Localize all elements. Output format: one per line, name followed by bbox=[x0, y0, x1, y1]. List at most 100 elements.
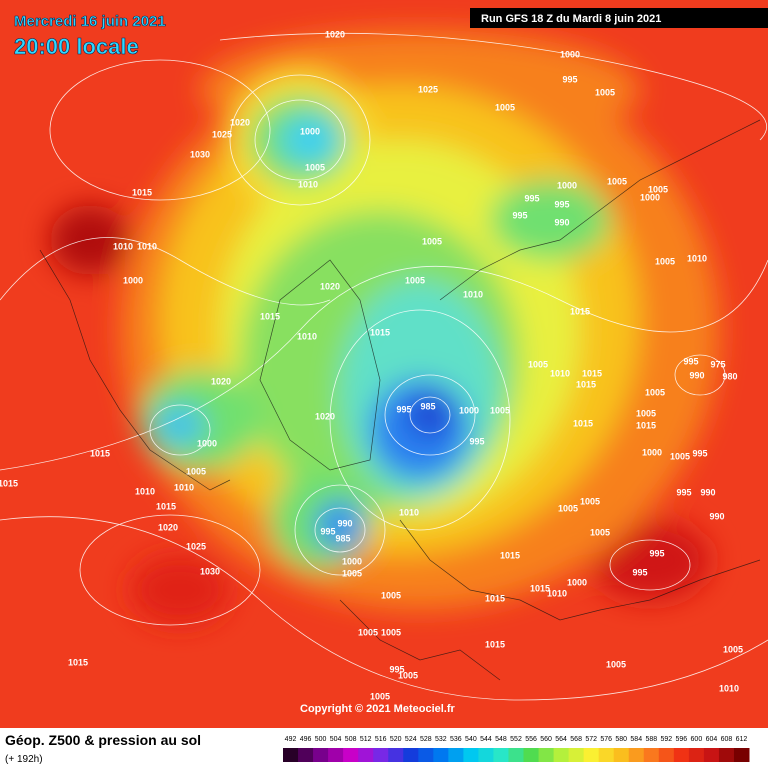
field bbox=[0, 0, 768, 728]
isobar-label: 1000 bbox=[459, 405, 479, 415]
isobar-label: 1015 bbox=[370, 327, 390, 337]
isobar-label: 1015 bbox=[156, 501, 176, 511]
isobar-label: 1005 bbox=[495, 102, 515, 112]
isobar-label: 995 bbox=[692, 448, 707, 458]
isobar-label: 1025 bbox=[418, 84, 438, 94]
isobar-label: 1005 bbox=[186, 466, 206, 476]
isobar-label: 990 bbox=[700, 487, 715, 497]
isobar-label: 1010 bbox=[719, 683, 739, 693]
isobar-label: 1020 bbox=[230, 117, 250, 127]
scale-cell bbox=[523, 748, 540, 762]
isobar-label: 1020 bbox=[315, 411, 335, 421]
isobar-label: 980 bbox=[722, 371, 737, 381]
isobar-label: 1015 bbox=[485, 639, 505, 649]
scale-cell bbox=[733, 748, 750, 762]
isobar-label: 1000 bbox=[640, 192, 660, 202]
scale-cell bbox=[583, 748, 600, 762]
scale-label: 492 bbox=[285, 736, 297, 743]
isobar-label: 990 bbox=[337, 518, 352, 528]
scale-label: 552 bbox=[510, 736, 522, 743]
isobar-label: 1000 bbox=[342, 556, 362, 566]
isobar-label: 1005 bbox=[606, 659, 626, 669]
scale-label: 588 bbox=[645, 736, 657, 743]
scale-label: 572 bbox=[585, 736, 597, 743]
isobar-label: 1005 bbox=[670, 451, 690, 461]
scale-cell bbox=[388, 748, 404, 762]
isobar-label: 1005 bbox=[580, 496, 600, 506]
isobar-label: 1015 bbox=[570, 306, 590, 316]
isobar-label: 1005 bbox=[607, 176, 627, 186]
scale-cell bbox=[688, 748, 705, 762]
isobar-label: 1005 bbox=[595, 87, 615, 97]
isobar-label: 985 bbox=[420, 401, 435, 411]
isobar-label: 1010 bbox=[113, 241, 133, 251]
scale-cell bbox=[313, 748, 329, 762]
isobar-label: 995 bbox=[524, 193, 539, 203]
isobar-label: 1015 bbox=[576, 379, 596, 389]
scale-cell bbox=[418, 748, 434, 762]
isobar-label: 1005 bbox=[723, 644, 743, 654]
isobar-label: 1000 bbox=[642, 447, 662, 457]
scale-cell bbox=[403, 748, 419, 762]
isobar-label: 1000 bbox=[197, 438, 217, 448]
scale-label: 548 bbox=[495, 736, 507, 743]
scale-label: 568 bbox=[570, 736, 582, 743]
isobar-label: 1010 bbox=[463, 289, 483, 299]
scale-label: 540 bbox=[465, 736, 477, 743]
scale-label: 504 bbox=[330, 736, 342, 743]
scale-label: 500 bbox=[315, 736, 327, 743]
scale-label: 608 bbox=[721, 736, 733, 743]
isobar-label: 1005 bbox=[405, 275, 425, 285]
scale-cell bbox=[283, 748, 299, 762]
scale-cell bbox=[658, 748, 675, 762]
scale-cell bbox=[628, 748, 645, 762]
scale-label: 524 bbox=[405, 736, 417, 743]
isobar-label: 995 bbox=[396, 404, 411, 414]
isobar-label: 995 bbox=[469, 436, 484, 446]
scale-label: 600 bbox=[691, 736, 703, 743]
isobar-label: 1015 bbox=[132, 187, 152, 197]
scale-label: 556 bbox=[525, 736, 537, 743]
isobar-label: 995 bbox=[320, 526, 335, 536]
isobar-label: 1015 bbox=[582, 368, 602, 378]
scale-label: 544 bbox=[480, 736, 492, 743]
isobar-label: 990 bbox=[689, 370, 704, 380]
isobar-label: 1005 bbox=[381, 590, 401, 600]
scale-label: 516 bbox=[375, 736, 387, 743]
scale-cell bbox=[538, 748, 555, 762]
isobar-label: 1010 bbox=[137, 241, 157, 251]
isobar-label: 1015 bbox=[90, 448, 110, 458]
legend-title: Géop. Z500 & pression au sol bbox=[5, 732, 201, 748]
run-info: Run GFS 18 Z du Mardi 8 juin 2021 bbox=[481, 13, 661, 25]
isobar-label: 1030 bbox=[200, 566, 220, 576]
scale-cell bbox=[568, 748, 585, 762]
isobar-label: 1005 bbox=[342, 568, 362, 578]
isobar-label: 1025 bbox=[186, 541, 206, 551]
isobar-label: 1005 bbox=[528, 359, 548, 369]
scale-label: 536 bbox=[450, 736, 462, 743]
scale-label: 580 bbox=[615, 736, 627, 743]
isobar-label: 1000 bbox=[123, 275, 143, 285]
scale-cell bbox=[328, 748, 344, 762]
isobar-label: 1010 bbox=[550, 368, 570, 378]
scale-label: 576 bbox=[600, 736, 612, 743]
scale-label: 520 bbox=[390, 736, 402, 743]
isobar-label: 975 bbox=[710, 359, 725, 369]
isobar-label: 995 bbox=[683, 356, 698, 366]
color-scale: 492 496 500 504 508 512 516 520 524 528 532 536 540 5… bbox=[283, 736, 750, 762]
isobar-label: 1010 bbox=[687, 253, 707, 263]
isobar-label: 1005 bbox=[422, 236, 442, 246]
isobar-label: 1000 bbox=[300, 126, 320, 136]
isobar-label: 1000 bbox=[557, 180, 577, 190]
isobar-label: 1010 bbox=[298, 179, 318, 189]
isobar-label: 995 bbox=[676, 487, 691, 497]
scale-cell bbox=[598, 748, 615, 762]
isobar-label: 985 bbox=[335, 533, 350, 543]
isobar-label: 990 bbox=[709, 511, 724, 521]
isobar-label: 1015 bbox=[530, 583, 550, 593]
scale-label: 508 bbox=[345, 736, 357, 743]
scale-cell bbox=[613, 748, 630, 762]
